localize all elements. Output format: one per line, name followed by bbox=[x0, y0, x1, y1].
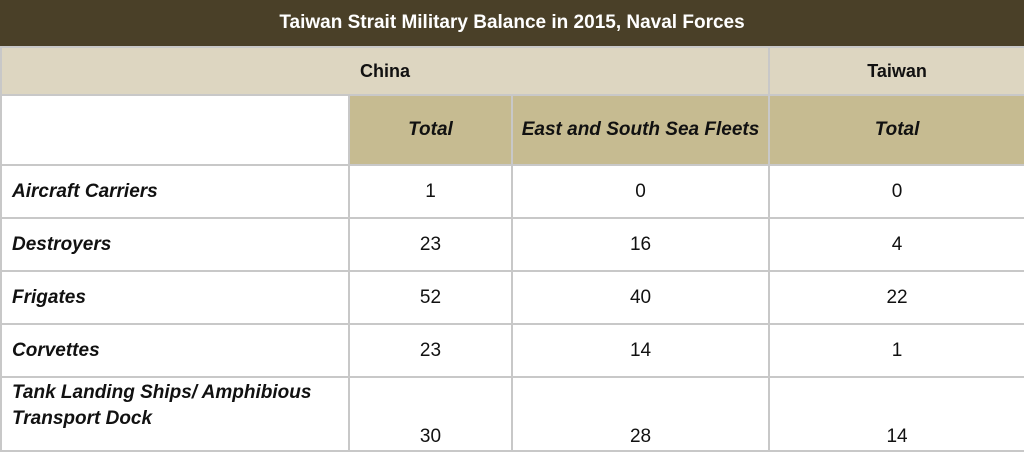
table-row: Frigates 52 40 22 bbox=[0, 270, 1024, 325]
header-china: China bbox=[0, 46, 771, 96]
taiwan-total-cell: 0 bbox=[768, 164, 1024, 219]
row-label: Frigates bbox=[0, 270, 350, 325]
china-total-cell: 52 bbox=[348, 270, 513, 325]
taiwan-total-cell: 1 bbox=[768, 323, 1024, 378]
table-row: Destroyers 23 16 4 bbox=[0, 217, 1024, 272]
header-taiwan-total: Total bbox=[768, 94, 1024, 166]
table-row: Tank Landing Ships/ Amphibious Transport… bbox=[0, 376, 1024, 452]
table-row: Corvettes 23 14 1 bbox=[0, 323, 1024, 378]
china-total-cell: 30 bbox=[348, 376, 513, 452]
header-china-total: Total bbox=[348, 94, 513, 166]
row-label: Tank Landing Ships/ Amphibious Transport… bbox=[0, 376, 350, 452]
table-title: Taiwan Strait Military Balance in 2015, … bbox=[0, 0, 1024, 46]
header-blank-cell bbox=[0, 94, 350, 166]
subheader-row: Total East and South Sea Fleets Total bbox=[0, 94, 1024, 166]
china-fleets-cell: 0 bbox=[510, 164, 771, 219]
row-label: Aircraft Carriers bbox=[0, 164, 350, 219]
china-fleets-cell: 40 bbox=[510, 270, 771, 325]
row-label: Destroyers bbox=[0, 217, 350, 272]
row-label: Corvettes bbox=[0, 323, 350, 378]
china-fleets-cell: 14 bbox=[510, 323, 771, 378]
china-total-cell: 23 bbox=[348, 217, 513, 272]
china-fleets-cell: 16 bbox=[510, 217, 771, 272]
taiwan-total-cell: 22 bbox=[768, 270, 1024, 325]
china-fleets-cell: 28 bbox=[510, 376, 771, 452]
china-total-cell: 1 bbox=[348, 164, 513, 219]
country-header-row: China Taiwan bbox=[0, 46, 1024, 96]
header-china-fleets: East and South Sea Fleets bbox=[510, 94, 771, 166]
header-taiwan: Taiwan bbox=[768, 46, 1024, 96]
naval-forces-table: China Taiwan Total East and South Sea Fl… bbox=[0, 46, 1024, 452]
taiwan-total-cell: 14 bbox=[768, 376, 1024, 452]
china-total-cell: 23 bbox=[348, 323, 513, 378]
taiwan-total-cell: 4 bbox=[768, 217, 1024, 272]
table-row: Aircraft Carriers 1 0 0 bbox=[0, 164, 1024, 219]
